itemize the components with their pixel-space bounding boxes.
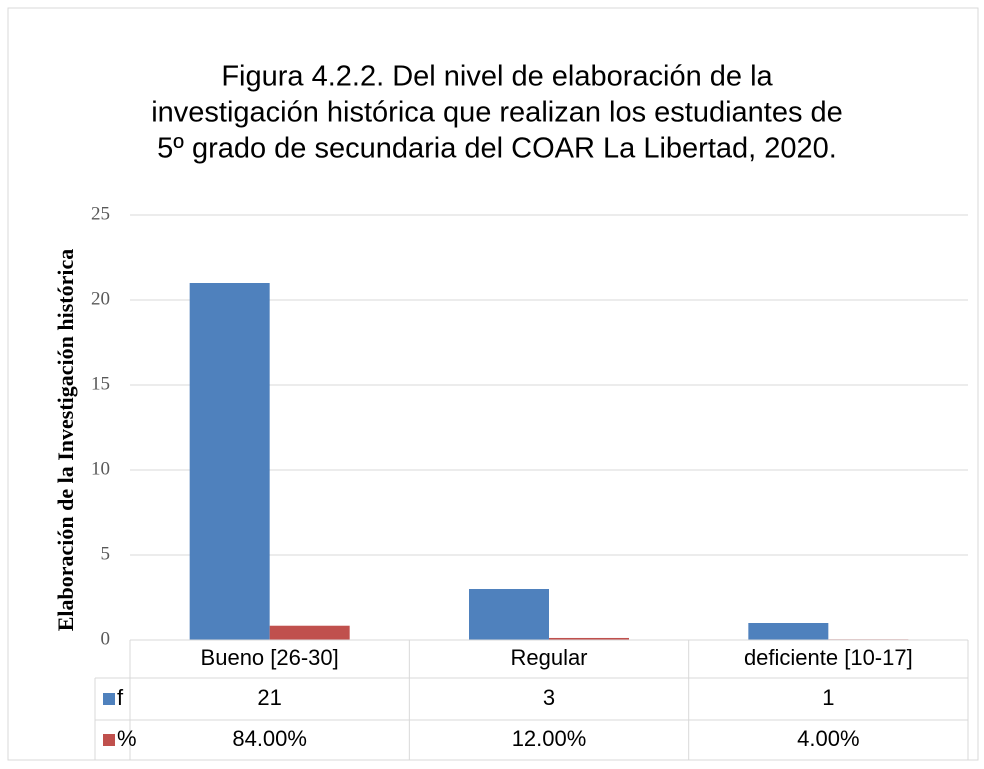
table-cell: 3: [543, 685, 555, 710]
legend-label: %: [117, 726, 137, 751]
legend-swatch: [103, 693, 115, 705]
y-tick-label: 25: [91, 203, 110, 224]
y-tick-label: 10: [91, 458, 110, 479]
y-tick-label: 0: [101, 628, 111, 649]
table-cell: 12.00%: [512, 726, 587, 751]
table-cell: 84.00%: [232, 726, 307, 751]
bar: [189, 283, 270, 640]
y-tick-label: 20: [91, 288, 110, 309]
bar: [269, 625, 350, 640]
x-tick-label: Bueno [26-30]: [201, 645, 339, 670]
y-tick-label: 5: [101, 543, 111, 564]
bar: [748, 623, 829, 640]
y-tick-label: 15: [91, 373, 110, 394]
chart-title: investigación histórica que realizan los…: [151, 97, 843, 129]
table-cell: 1: [822, 685, 834, 710]
x-tick-label: Regular: [510, 645, 587, 670]
legend-swatch: [103, 734, 115, 746]
legend-label: f: [117, 685, 124, 710]
chart-title: 5º grado de secundaria del COAR La Liber…: [157, 133, 837, 165]
x-tick-label: deficiente [10-17]: [744, 645, 913, 670]
y-axis-title: Elaboración de la Investigación históric…: [53, 249, 78, 632]
bar: [549, 637, 629, 640]
bar: [469, 589, 549, 640]
table-cell: 4.00%: [797, 726, 859, 751]
table-cell: 21: [257, 685, 281, 710]
chart-title: Figura 4.2.2. Del nivel de elaboración d…: [221, 61, 773, 93]
